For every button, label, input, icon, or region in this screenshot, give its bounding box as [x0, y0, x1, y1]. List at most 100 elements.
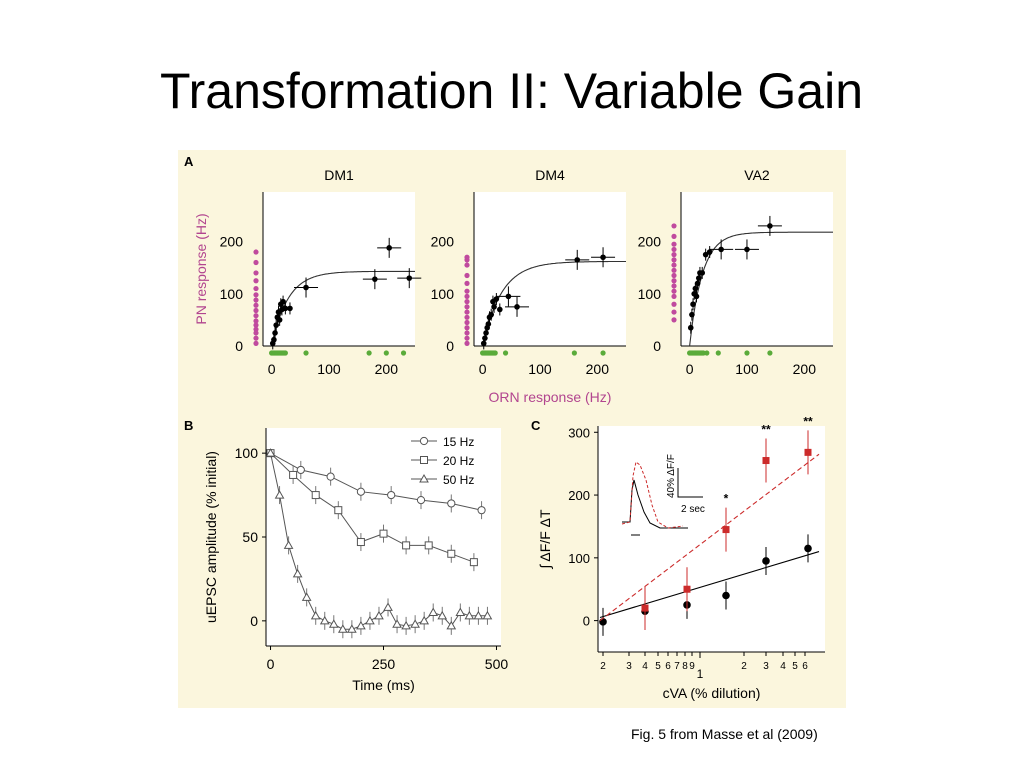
panel-a-xlabel: ORN response (Hz): [489, 389, 612, 405]
panel-a-va2-orn-marginal-dot: [767, 350, 773, 356]
panel-b-point-50hz: [446, 620, 457, 630]
panel-a-dm1-data-point: [406, 275, 413, 281]
panel-a-va2-pn-marginal-dot: [671, 223, 677, 229]
panel-b-point-50hz: [274, 490, 285, 499]
panel-a-va2-orn-marginal-dot: [715, 350, 721, 356]
panel-c-point-black: [722, 591, 730, 600]
panel-a-va2-data-point: [699, 270, 706, 276]
figure-caption: Fig. 5 from Masse et al (2009): [631, 726, 818, 742]
panel-b-point-15hz: [416, 496, 426, 505]
panel-c-fit-black: [599, 551, 820, 618]
panel-a-dm1-pn-marginal-dot: [253, 302, 259, 308]
panel-a-dm4-ytick-label: 100: [431, 286, 455, 302]
panel-a-dm4-pn-marginal-dot: [464, 304, 470, 310]
panel-a-dm4-xtick-label: 200: [586, 361, 610, 377]
panel-a-dm4-plot-area: [474, 192, 626, 346]
panel-a-va2-pn-marginal-dot: [671, 252, 677, 258]
panel-c-point-red: [804, 448, 812, 456]
panel-label-b: B: [184, 418, 193, 433]
panel-c-xlabel: cVA (% dilution): [663, 685, 761, 701]
panel-a-dm1-pn-marginal-dot: [253, 285, 259, 292]
panel-a-dm1-orn-marginal-dot: [400, 350, 407, 356]
panel-c-inset-trace-black: [622, 479, 688, 529]
panel-c-significance: **: [761, 423, 771, 437]
panel-b-point-50hz: [401, 620, 411, 630]
panel-b-point-50hz: [337, 624, 348, 633]
panel-b-point-50hz: [383, 602, 393, 611]
panel-a-va2-data-point: [718, 246, 724, 253]
panel-a-va2-data-point: [695, 275, 702, 281]
panel-b-legend-marker-15hz: [419, 436, 429, 446]
panel-c-point-red: [762, 457, 770, 465]
panel-c-inset-scale-bar: [677, 468, 703, 498]
panel-a-va2-orn-marginal-dot: [704, 350, 710, 356]
panel-a-va2-pn-marginal-dot: [671, 246, 677, 253]
panel-a-dm1-pn-marginal-dot: [253, 297, 259, 303]
panel-c-ytick-label: 0: [583, 614, 590, 629]
panel-a-dm4-pn-marginal-dot: [464, 262, 470, 268]
panel-c-plot-area: [598, 426, 825, 652]
panel-b-point-50hz: [419, 615, 430, 625]
panel-c-xtick-label: 2: [600, 661, 606, 672]
panel-a-va2-data-point: [687, 324, 694, 331]
panel-a-va2-xtick-label: 200: [793, 361, 817, 377]
panel-a-dm4-pn-marginal-dot: [464, 272, 470, 279]
panel-a-dm1-orn-marginal-dot: [303, 350, 309, 356]
panel-a-dm1-fit-curve: [271, 270, 415, 347]
panel-a-dm4-data-point: [497, 306, 503, 313]
panel-a-va2-data-point: [767, 223, 773, 229]
panel-a-va2-pn-marginal-dot: [671, 262, 677, 268]
panel-a-va2-pn-marginal-dot: [671, 272, 677, 279]
panel-c-xtick-label: 3: [626, 661, 632, 672]
panel-a-dm4-xtick-label: 100: [528, 361, 552, 377]
panel-b-point-50hz: [328, 619, 339, 628]
panel-a-va2-pn-marginal-dot: [671, 301, 677, 307]
panel-a-va2-xtick-label: 100: [735, 361, 759, 377]
panel-a-dm4-data-point: [600, 254, 606, 261]
figure-svg: AB CDM100100100200200DM400100100200200VA2…: [184, 154, 833, 701]
panel-a-va2-ytick-label: 200: [638, 234, 662, 250]
panel-b-point-20hz: [379, 529, 388, 538]
panel-b-series-line-20hz: [270, 452, 475, 563]
panel-a-dm4-data-point: [480, 340, 487, 347]
panel-a-dm1-pn-marginal-dot: [253, 270, 259, 276]
panel-b-point-50hz: [319, 615, 330, 625]
panel-a-va2-data-point: [694, 280, 701, 287]
panel-b-point-50hz: [374, 610, 384, 620]
panel-a-dm4-orn-marginal-dot: [571, 350, 577, 356]
panel-b-point-15hz: [326, 472, 335, 481]
panel-a-dm1-pn-marginal-dot: [253, 322, 259, 328]
panel-b-point-50hz: [455, 607, 466, 616]
panel-label-a: A: [184, 154, 194, 169]
panel-a-va2-pn-marginal-dot: [671, 293, 677, 300]
panel-a-dm1-ytick-label: 100: [220, 286, 244, 302]
panel-a-dm4-pn-marginal-dot: [464, 340, 470, 346]
panel-a-dm1-pn-marginal-dot: [253, 340, 259, 346]
panel-c-xtick-label: 6: [802, 661, 808, 672]
panel-c-inset-scale-x-label: 2 sec: [681, 504, 705, 515]
panel-a-dm4-orn-marginal-dot: [502, 350, 509, 356]
panel-b-point-15hz: [477, 506, 486, 515]
panel-b-xlabel: Time (ms): [352, 677, 414, 693]
panel-a-dm4-pn-marginal-dot: [464, 309, 470, 315]
panel-c-xtick-label: 3: [763, 661, 769, 672]
panel-a-dm4-data-point: [482, 335, 488, 341]
panel-a-dm1-pn-marginal-dot: [253, 330, 259, 336]
panel-a-dm4-data-point: [514, 304, 520, 310]
panel-a-dm1-pn-marginal-dot: [253, 335, 259, 341]
panel-b-point-50hz: [356, 620, 366, 630]
panel-a-dm1-orn-marginal-dot: [282, 350, 288, 356]
panel-c-significance: **: [803, 414, 813, 428]
panel-b-legend-label-50hz: 50 Hz: [443, 473, 474, 487]
panel-a-va2-pn-marginal-dot: [671, 309, 677, 315]
panel-a-va2-pn-marginal-dot: [671, 267, 677, 273]
panel-a-dm4-pn-marginal-dot: [464, 325, 470, 331]
panel-a-dm1-pn-marginal-dot: [253, 249, 259, 255]
panel-a-va2-ytick-label: 100: [638, 286, 662, 302]
panel-a-va2-orn-marginal-dot: [744, 350, 750, 356]
panel-b-point-50hz: [482, 610, 493, 620]
panel-c-xtick-label: 6: [665, 661, 671, 672]
panel-b-point-20hz: [356, 538, 365, 547]
panel-b-point-50hz: [292, 568, 303, 578]
figure-panel: A B C DM1 0 0 100 100 200 200 DM4 0 0 100 100 200 200 VA2…: [178, 150, 846, 708]
